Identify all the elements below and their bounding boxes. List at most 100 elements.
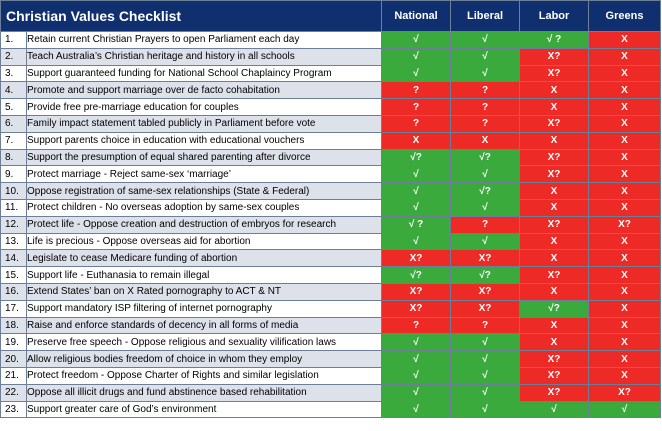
issue-text: Oppose all illicit drugs and fund abstin… [25, 383, 383, 402]
issue-text: Support greater care of God’s environmen… [25, 400, 383, 419]
mark-greens: X [588, 165, 662, 184]
mark-greens: X [588, 299, 662, 318]
table-row: 8. Support the presumption of equal share… [0, 148, 662, 167]
mark-greens: X [588, 114, 662, 133]
mark-national: X? [381, 249, 452, 268]
mark-labor: X [519, 198, 590, 217]
row-number: 23. [0, 400, 27, 419]
table-title: Christian Values Checklist [0, 0, 383, 32]
table-row: 21. Protect freedom - Oppose Charter of R… [0, 366, 662, 385]
mark-greens: X [588, 64, 662, 83]
issue-text: Family impact statement tabled publicly … [25, 114, 383, 133]
row-number: 7. [0, 131, 27, 150]
mark-labor: X? [519, 148, 590, 167]
mark-labor: X? [519, 64, 590, 83]
mark-greens: X [588, 249, 662, 268]
mark-national: √ [381, 333, 452, 352]
mark-greens: X [588, 366, 662, 385]
mark-national: √ [381, 232, 452, 251]
row-number: 19. [0, 333, 27, 352]
mark-greens: X [588, 148, 662, 167]
party-header-liberal: Liberal [450, 0, 521, 32]
mark-greens: X [588, 350, 662, 368]
issue-text: Support guaranteed funding for National … [25, 64, 383, 83]
mark-liberal: X? [450, 299, 521, 318]
mark-labor: X? [519, 114, 590, 133]
mark-greens: X [588, 266, 662, 284]
table-row: 23. Support greater care of God’s environ… [0, 400, 662, 419]
issue-text: Support life - Euthanasia to remain ille… [25, 266, 383, 284]
row-number: 1. [0, 31, 27, 49]
mark-liberal: √ [450, 333, 521, 352]
mark-labor: √? [519, 299, 590, 318]
table-row: 7. Support parents choice in education wi… [0, 131, 662, 150]
mark-liberal: ? [450, 114, 521, 133]
mark-labor: X? [519, 350, 590, 368]
row-number: 9. [0, 165, 27, 184]
row-number: 5. [0, 98, 27, 116]
mark-greens: X? [588, 383, 662, 402]
issue-text: Legislate to cease Medicare funding of a… [25, 249, 383, 268]
mark-greens: X [588, 182, 662, 200]
mark-national: X? [381, 299, 452, 318]
mark-labor: X? [519, 47, 590, 66]
mark-national: √ [381, 383, 452, 402]
party-header-national: National [381, 0, 452, 32]
mark-labor: X? [519, 383, 590, 402]
mark-liberal: ? [450, 215, 521, 234]
mark-national: X [381, 131, 452, 150]
row-number: 15. [0, 266, 27, 284]
issue-text: Allow religious bodies freedom of choice… [25, 350, 383, 368]
mark-national: √ [381, 165, 452, 184]
row-number: 13. [0, 232, 27, 251]
row-number: 22. [0, 383, 27, 402]
mark-liberal: X? [450, 249, 521, 268]
table-row: 14. Legislate to cease Medicare funding o… [0, 249, 662, 268]
mark-national: √ [381, 31, 452, 49]
mark-liberal: √ [450, 31, 521, 49]
issue-text: Provide free pre-marriage education for … [25, 98, 383, 116]
mark-liberal: √? [450, 148, 521, 167]
table-row: 5. Provide free pre-marriage education fo… [0, 98, 662, 116]
mark-labor: X [519, 182, 590, 200]
table-row: 3. Support guaranteed funding for Nationa… [0, 64, 662, 83]
mark-greens: √ [588, 400, 662, 419]
mark-liberal: √? [450, 266, 521, 284]
header-row: Christian Values Checklist National Libe… [0, 0, 662, 32]
row-number: 4. [0, 81, 27, 100]
issue-text: Protect freedom - Oppose Charter of Righ… [25, 366, 383, 385]
mark-greens: X [588, 98, 662, 116]
mark-greens: X [588, 198, 662, 217]
row-number: 14. [0, 249, 27, 268]
row-number: 20. [0, 350, 27, 368]
mark-labor: X? [519, 366, 590, 385]
issue-text: Oppose registration of same-sex relation… [25, 182, 383, 200]
mark-national: √? [381, 266, 452, 284]
table-row: 22. Oppose all illicit drugs and fund abs… [0, 383, 662, 402]
mark-liberal: √ [450, 198, 521, 217]
issue-text: Support mandatory ISP filtering of inter… [25, 299, 383, 318]
mark-labor: X [519, 249, 590, 268]
party-header-greens: Greens [588, 0, 662, 32]
mark-national: ? [381, 316, 452, 335]
mark-liberal: √ [450, 232, 521, 251]
table-row: 1. Retain current Christian Prayers to op… [0, 31, 662, 49]
issue-text: Protect children - No overseas adoption … [25, 198, 383, 217]
mark-liberal: √ [450, 366, 521, 385]
mark-labor: X [519, 316, 590, 335]
table-row: 19. Preserve free speech - Oppose religio… [0, 333, 662, 352]
mark-labor: √ [519, 400, 590, 419]
mark-greens: X [588, 282, 662, 301]
table-row: 18. Raise and enforce standards of decenc… [0, 316, 662, 335]
mark-liberal: √ [450, 383, 521, 402]
mark-greens: X? [588, 215, 662, 234]
row-number: 17. [0, 299, 27, 318]
mark-greens: X [588, 232, 662, 251]
mark-liberal: √ [450, 400, 521, 419]
issue-text: Support the presumption of equal shared … [25, 148, 383, 167]
mark-liberal: ? [450, 98, 521, 116]
checklist-body: 1. Retain current Christian Prayers to op… [0, 31, 662, 419]
row-number: 2. [0, 47, 27, 66]
row-number: 6. [0, 114, 27, 133]
mark-national: ? [381, 81, 452, 100]
